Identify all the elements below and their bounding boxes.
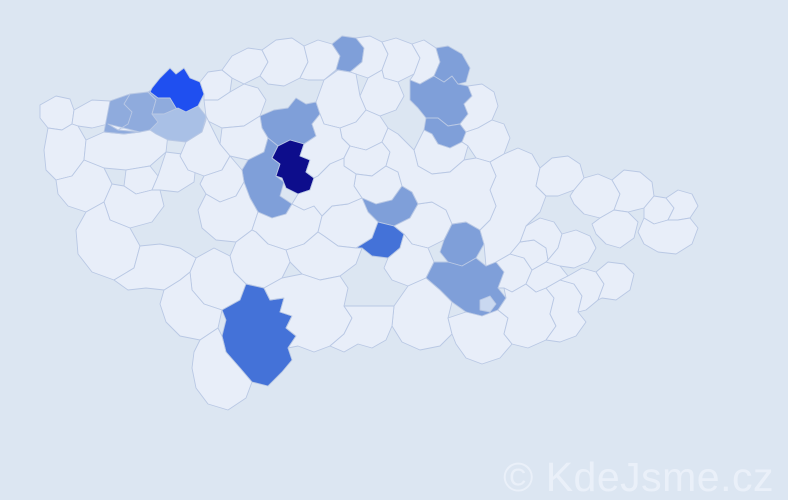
district-filler-c <box>329 305 395 353</box>
district-novy-jicin[interactable] <box>591 209 639 249</box>
district-zlin[interactable] <box>559 267 605 313</box>
district-trutnov[interactable] <box>381 37 421 83</box>
district-frydek-mistek[interactable] <box>637 217 699 255</box>
district-breclav[interactable] <box>447 309 513 365</box>
district-filler-a <box>291 157 363 217</box>
district-jindrichuv-hradec[interactable] <box>263 273 353 353</box>
district-filler-d <box>113 243 197 291</box>
district-layer[interactable] <box>39 35 699 411</box>
district-vsetin[interactable] <box>595 261 635 301</box>
district-prerov[interactable] <box>545 229 597 269</box>
district-louny[interactable] <box>149 105 207 143</box>
district-chomutov[interactable] <box>103 91 159 135</box>
district-filler-b <box>381 127 497 231</box>
district-cesky-krumlov[interactable] <box>191 327 253 411</box>
district-hradec-kralove[interactable] <box>409 75 473 127</box>
district-rychnov[interactable] <box>433 45 471 85</box>
district-cheb[interactable] <box>39 95 75 131</box>
district-liberec[interactable] <box>299 39 341 81</box>
watermark-kdejsme: © KdeJsme.cz <box>503 454 774 500</box>
district-brno-mesto[interactable] <box>479 295 497 313</box>
